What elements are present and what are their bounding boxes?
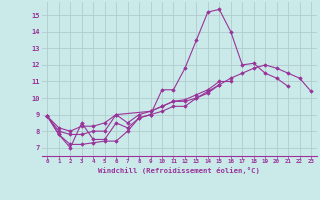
X-axis label: Windchill (Refroidissement éolien,°C): Windchill (Refroidissement éolien,°C) [98,167,260,174]
